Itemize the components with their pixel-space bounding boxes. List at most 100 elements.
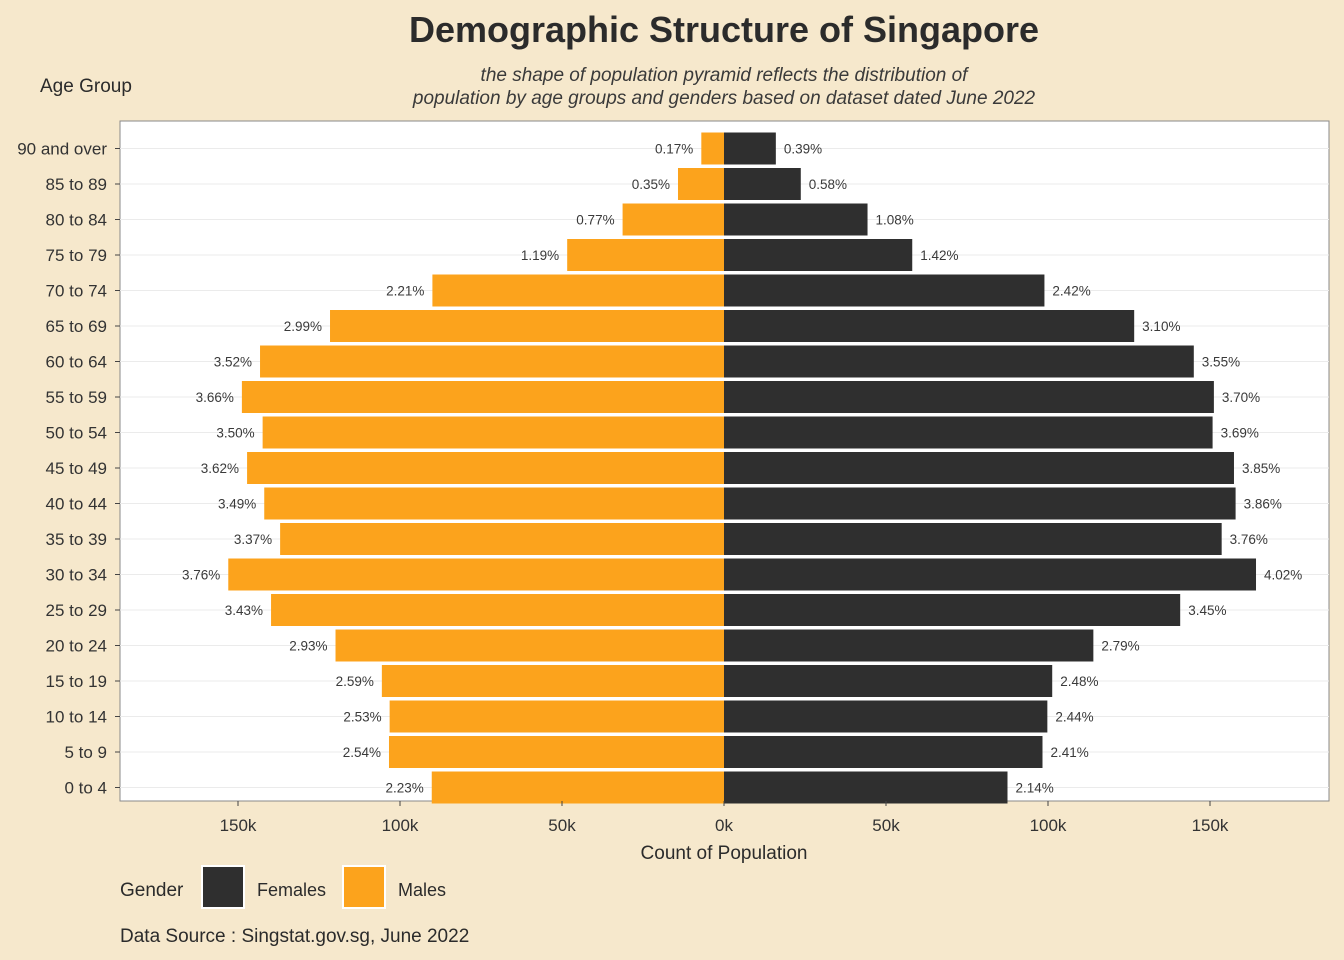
bar-males-5 bbox=[271, 594, 724, 626]
bar-females-12 bbox=[724, 345, 1194, 378]
data-label-males-7: 3.37% bbox=[234, 532, 272, 547]
data-label-males-3: 2.59% bbox=[336, 674, 374, 689]
y-tick-label-9: 45 to 49 bbox=[46, 459, 107, 478]
bar-females-11 bbox=[724, 381, 1214, 413]
data-source-caption: Data Source : Singstat.gov.sg, June 2022 bbox=[120, 926, 469, 947]
data-label-females-14: 2.42% bbox=[1052, 284, 1090, 299]
data-label-females-5: 3.45% bbox=[1188, 603, 1226, 618]
y-tick-label-0: 0 to 4 bbox=[64, 779, 107, 798]
data-label-females-3: 2.48% bbox=[1060, 674, 1098, 689]
y-tick-label-7: 35 to 39 bbox=[46, 530, 107, 549]
bar-males-10 bbox=[262, 416, 724, 449]
bar-males-16 bbox=[622, 203, 724, 236]
data-label-males-15: 1.19% bbox=[521, 248, 559, 263]
y-tick-label-12: 60 to 64 bbox=[46, 353, 107, 372]
legend: Gender Females Males bbox=[120, 865, 446, 909]
bar-males-8 bbox=[264, 487, 724, 520]
data-label-males-1: 2.54% bbox=[343, 745, 381, 760]
data-label-males-11: 3.66% bbox=[196, 390, 234, 405]
x-tick-label-0: 150k bbox=[220, 816, 257, 835]
bar-females-18 bbox=[724, 132, 776, 165]
data-label-males-8: 3.49% bbox=[218, 497, 256, 512]
data-label-females-0: 2.14% bbox=[1016, 781, 1054, 796]
bar-males-12 bbox=[260, 345, 724, 378]
data-labels: 2.14% 2.41% 2.44% 2.48% 2.79% 3.45% 4.02% 3.76%… bbox=[182, 142, 1302, 796]
data-label-males-2: 2.53% bbox=[343, 710, 381, 725]
x-tick-label-2: 50k bbox=[548, 816, 576, 835]
bar-females-17 bbox=[724, 168, 801, 200]
bar-males-15 bbox=[567, 239, 724, 271]
bar-females-8 bbox=[724, 487, 1236, 520]
bar-females-10 bbox=[724, 416, 1213, 449]
data-label-males-0: 2.23% bbox=[385, 781, 423, 796]
y-tick-label-10: 50 to 54 bbox=[46, 424, 107, 443]
bar-males-2 bbox=[389, 700, 724, 733]
y-tick-label-11: 55 to 59 bbox=[46, 388, 107, 407]
data-label-females-12: 3.55% bbox=[1202, 355, 1240, 370]
y-tick-label-2: 10 to 14 bbox=[46, 708, 107, 727]
chart-title: Demographic Structure of Singapore bbox=[409, 9, 1039, 50]
data-label-males-16: 0.77% bbox=[576, 213, 614, 228]
y-tick-label-4: 20 to 24 bbox=[46, 637, 107, 656]
bar-males-3 bbox=[381, 665, 724, 697]
bar-females-14 bbox=[724, 274, 1045, 307]
bar-males-9 bbox=[247, 452, 724, 484]
data-label-females-8: 3.86% bbox=[1244, 497, 1282, 512]
data-label-males-18: 0.17% bbox=[655, 142, 693, 157]
bars bbox=[228, 132, 1257, 804]
y-tick-label-15: 75 to 79 bbox=[46, 246, 107, 265]
bar-males-14 bbox=[432, 274, 724, 307]
bar-males-17 bbox=[677, 168, 724, 200]
bar-females-7 bbox=[724, 523, 1222, 555]
y-tick-label-13: 65 to 69 bbox=[46, 317, 107, 336]
data-label-males-4: 2.93% bbox=[289, 639, 327, 654]
legend-key-females bbox=[201, 865, 245, 909]
x-tick-label-1: 100k bbox=[382, 816, 419, 835]
data-label-females-7: 3.76% bbox=[1230, 532, 1268, 547]
bar-females-5 bbox=[724, 594, 1181, 626]
x-tick-label-5: 100k bbox=[1030, 816, 1067, 835]
bar-females-4 bbox=[724, 629, 1094, 662]
bar-females-2 bbox=[724, 700, 1048, 733]
data-label-females-13: 3.10% bbox=[1142, 319, 1180, 334]
data-label-females-10: 3.69% bbox=[1221, 426, 1259, 441]
data-label-males-9: 3.62% bbox=[201, 461, 239, 476]
data-label-males-12: 3.52% bbox=[214, 355, 252, 370]
data-label-females-9: 3.85% bbox=[1242, 461, 1280, 476]
bar-males-13 bbox=[330, 310, 724, 342]
bar-females-0 bbox=[724, 771, 1008, 804]
bar-males-18 bbox=[701, 132, 724, 165]
bar-males-6 bbox=[228, 558, 724, 591]
data-label-males-5: 3.43% bbox=[225, 603, 263, 618]
chart-subtitle-line-2: population by age groups and genders bas… bbox=[412, 88, 1036, 109]
data-label-females-18: 0.39% bbox=[784, 142, 822, 157]
bar-females-1 bbox=[724, 736, 1043, 768]
data-label-males-13: 2.99% bbox=[284, 319, 322, 334]
legend-label-males: Males bbox=[398, 880, 446, 900]
x-tick-label-6: 150k bbox=[1192, 816, 1229, 835]
bar-males-4 bbox=[335, 629, 724, 662]
bar-males-7 bbox=[280, 523, 724, 555]
data-label-females-6: 4.02% bbox=[1264, 568, 1302, 583]
data-label-females-17: 0.58% bbox=[809, 177, 847, 192]
y-tick-label-1: 5 to 9 bbox=[64, 743, 107, 762]
x-axis-ticks: 150k 100k 50k 0k 50k 100k 150k bbox=[220, 801, 1229, 835]
bar-females-3 bbox=[724, 665, 1053, 697]
bar-females-13 bbox=[724, 310, 1135, 342]
y-tick-label-8: 40 to 44 bbox=[46, 495, 107, 514]
x-tick-label-4: 50k bbox=[872, 816, 900, 835]
data-label-males-10: 3.50% bbox=[216, 426, 254, 441]
data-label-females-1: 2.41% bbox=[1050, 745, 1088, 760]
y-axis-title: Age Group bbox=[40, 76, 132, 97]
legend-key-males bbox=[342, 865, 386, 909]
y-tick-label-18: 90 and over bbox=[17, 140, 107, 159]
x-tick-label-3: 0k bbox=[715, 816, 733, 835]
bar-females-16 bbox=[724, 203, 868, 236]
y-tick-label-14: 70 to 74 bbox=[46, 282, 107, 301]
data-label-females-16: 1.08% bbox=[876, 213, 914, 228]
data-label-females-11: 3.70% bbox=[1222, 390, 1260, 405]
legend-label-females: Females bbox=[257, 880, 326, 900]
y-tick-label-5: 25 to 29 bbox=[46, 601, 107, 620]
data-label-females-2: 2.44% bbox=[1055, 710, 1093, 725]
